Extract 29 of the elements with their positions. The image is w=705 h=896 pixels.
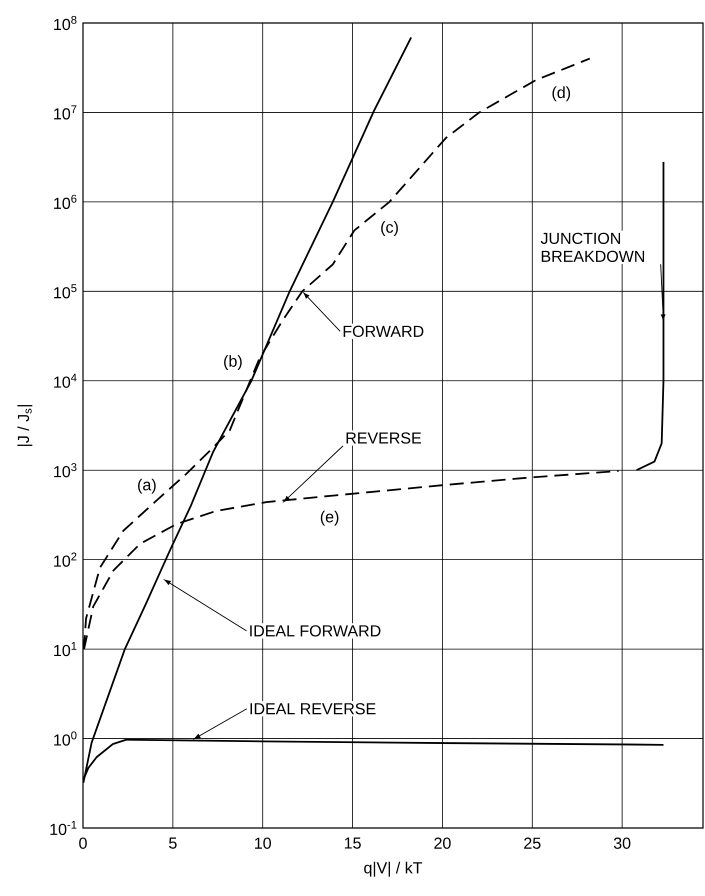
y-tick-label: 10$^{-1}$ bbox=[50, 820, 76, 836]
annotation: REVERSE bbox=[346, 432, 422, 444]
annotation: JUNCTION BREAKDOWN bbox=[540, 232, 644, 262]
annotation: (c) bbox=[381, 221, 398, 236]
x-tick-label: 30 bbox=[614, 838, 630, 849]
x-axis-title: q|V| / kT bbox=[364, 862, 422, 877]
annotation: (e) bbox=[320, 510, 338, 526]
annotation: (d) bbox=[552, 86, 570, 102]
x-tick-label: 0 bbox=[79, 838, 87, 849]
annotation: FORWARD bbox=[344, 326, 424, 337]
annotation: (b) bbox=[224, 355, 242, 370]
y-tick-label: 10$^{0}$ bbox=[54, 731, 77, 746]
x-tick-label: 15 bbox=[344, 838, 361, 849]
y-tick-label: 10$^{2}$ bbox=[54, 552, 76, 567]
y-tick-label: 10$^{6}$ bbox=[54, 194, 76, 210]
y-tick-label: 10$^{1}$ bbox=[54, 642, 76, 656]
y-tick-label: 10$^{7}$ bbox=[54, 105, 76, 120]
y-tick-label: 10$^{3}$ bbox=[54, 463, 76, 478]
x-tick-label: 5 bbox=[169, 838, 177, 849]
x-tick-label: 20 bbox=[434, 838, 451, 849]
y-tick-label: 10$^{8}$ bbox=[54, 16, 76, 30]
x-tick-label: 25 bbox=[524, 838, 540, 849]
y-tick-label: 10$^{4}$ bbox=[54, 374, 77, 388]
x-tick-label: 10 bbox=[255, 838, 271, 849]
annotation: (a) bbox=[138, 478, 156, 494]
y-axis-title: |J / J$_{s}$| bbox=[17, 405, 32, 446]
y-tick-label: 10$^{5}$ bbox=[54, 284, 76, 298]
annotation: IDEAL FORWARD bbox=[250, 625, 380, 637]
annotation: IDEAL REVERSE bbox=[250, 703, 376, 714]
